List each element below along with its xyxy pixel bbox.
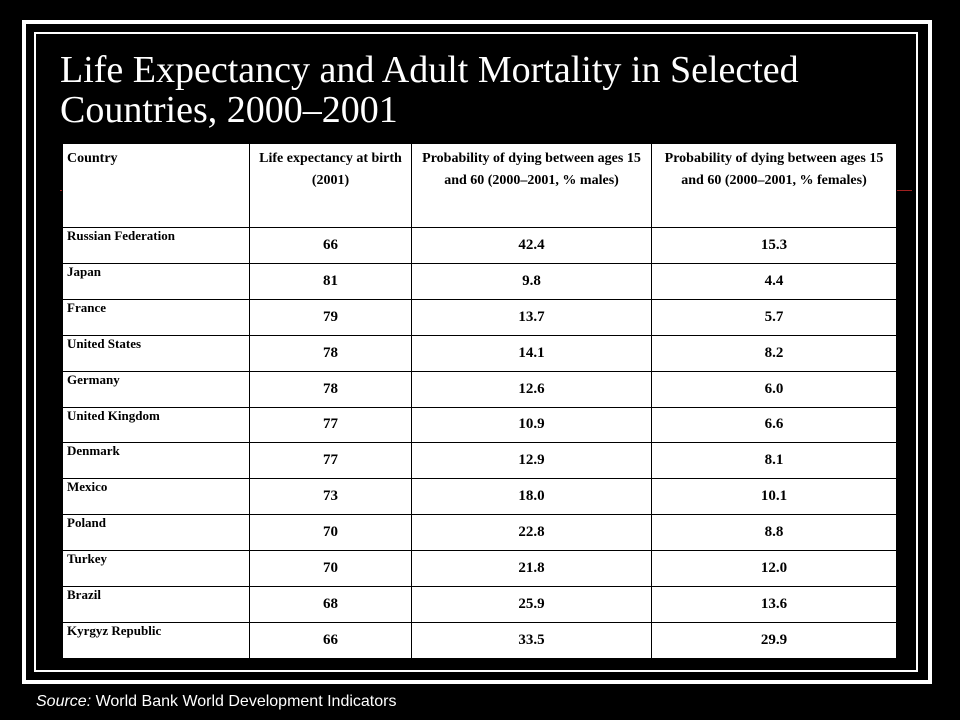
table-row: Brazil 68 25.9 13.6 xyxy=(62,586,897,623)
life-expectancy-cell: 79 xyxy=(249,298,412,336)
country-cell: Japan xyxy=(62,262,250,300)
mortality-males-cell: 25.9 xyxy=(411,586,652,623)
life-expectancy-cell: 77 xyxy=(249,442,412,480)
header-mortality-males: Probability of dying between ages 15 and… xyxy=(411,143,652,228)
mortality-males-cell: 10.9 xyxy=(411,406,652,444)
mortality-females-cell: 6.6 xyxy=(651,406,897,444)
life-expectancy-cell: 78 xyxy=(249,370,412,408)
table-row: France 79 13.7 5.7 xyxy=(62,298,897,336)
source-label: Source: xyxy=(36,693,92,710)
mortality-males-cell: 18.0 xyxy=(411,478,652,516)
mortality-males-cell: 33.5 xyxy=(411,621,652,660)
life-expectancy-cell: 70 xyxy=(249,550,412,588)
mortality-females-cell: 4.4 xyxy=(651,262,897,300)
header-mortality-females: Probability of dying between ages 15 and… xyxy=(651,143,897,228)
mortality-females-cell: 8.8 xyxy=(651,514,897,552)
mortality-females-cell: 8.1 xyxy=(651,442,897,480)
country-cell: France xyxy=(62,298,250,336)
life-expectancy-cell: 77 xyxy=(249,406,412,444)
life-expectancy-cell: 66 xyxy=(249,227,412,264)
table-row: Poland 70 22.8 8.8 xyxy=(62,514,897,552)
country-cell: Kyrgyz Republic xyxy=(62,621,250,660)
mortality-males-cell: 42.4 xyxy=(411,227,652,264)
country-cell: Turkey xyxy=(62,550,250,588)
data-table: Country Life expectancy at birth (2001) … xyxy=(62,143,897,660)
mortality-males-cell: 22.8 xyxy=(411,514,652,552)
slide-title: Life Expectancy and Adult Mortality in S… xyxy=(60,49,799,131)
mortality-males-cell: 9.8 xyxy=(411,262,652,300)
header-life-expectancy: Life expectancy at birth (2001) xyxy=(249,143,412,228)
life-expectancy-cell: 70 xyxy=(249,514,412,552)
country-cell: Poland xyxy=(62,514,250,552)
mortality-females-cell: 13.6 xyxy=(651,586,897,623)
mortality-males-cell: 12.6 xyxy=(411,370,652,408)
table-row: United Kingdom 77 10.9 6.6 xyxy=(62,406,897,444)
mortality-females-cell: 12.0 xyxy=(651,550,897,588)
country-cell: United Kingdom xyxy=(62,406,250,444)
mortality-males-cell: 12.9 xyxy=(411,442,652,480)
mortality-females-cell: 5.7 xyxy=(651,298,897,336)
life-expectancy-cell: 78 xyxy=(249,334,412,372)
mortality-females-cell: 8.2 xyxy=(651,334,897,372)
table-row: Japan 81 9.8 4.4 xyxy=(62,262,897,300)
mortality-males-cell: 14.1 xyxy=(411,334,652,372)
mortality-females-cell: 10.1 xyxy=(651,478,897,516)
table-row: Denmark 77 12.9 8.1 xyxy=(62,442,897,480)
source-note: Source: World Bank World Development Ind… xyxy=(36,693,396,711)
life-expectancy-cell: 68 xyxy=(249,586,412,623)
table-row: United States 78 14.1 8.2 xyxy=(62,334,897,372)
life-expectancy-cell: 66 xyxy=(249,621,412,660)
mortality-males-cell: 13.7 xyxy=(411,298,652,336)
table-row: Turkey 70 21.8 12.0 xyxy=(62,550,897,588)
header-country: Country xyxy=(62,143,250,228)
mortality-females-cell: 29.9 xyxy=(651,621,897,660)
country-cell: Russian Federation xyxy=(62,227,250,264)
country-cell: Germany xyxy=(62,370,250,408)
table-row: Mexico 73 18.0 10.1 xyxy=(62,478,897,516)
source-text: World Bank World Development Indicators xyxy=(91,693,397,710)
slide-inner-frame xyxy=(34,32,918,672)
country-cell: Denmark xyxy=(62,442,250,480)
life-expectancy-cell: 81 xyxy=(249,262,412,300)
country-cell: United States xyxy=(62,334,250,372)
country-cell: Mexico xyxy=(62,478,250,516)
mortality-males-cell: 21.8 xyxy=(411,550,652,588)
table-row: Kyrgyz Republic 66 33.5 29.9 xyxy=(62,621,897,660)
table-header-row: Country Life expectancy at birth (2001) … xyxy=(62,143,897,228)
table-row: Russian Federation 66 42.4 15.3 xyxy=(62,227,897,264)
slide-outer-frame xyxy=(22,20,932,684)
mortality-females-cell: 15.3 xyxy=(651,227,897,264)
life-expectancy-cell: 73 xyxy=(249,478,412,516)
mortality-females-cell: 6.0 xyxy=(651,370,897,408)
country-cell: Brazil xyxy=(62,586,250,623)
table-row: Germany 78 12.6 6.0 xyxy=(62,370,897,408)
